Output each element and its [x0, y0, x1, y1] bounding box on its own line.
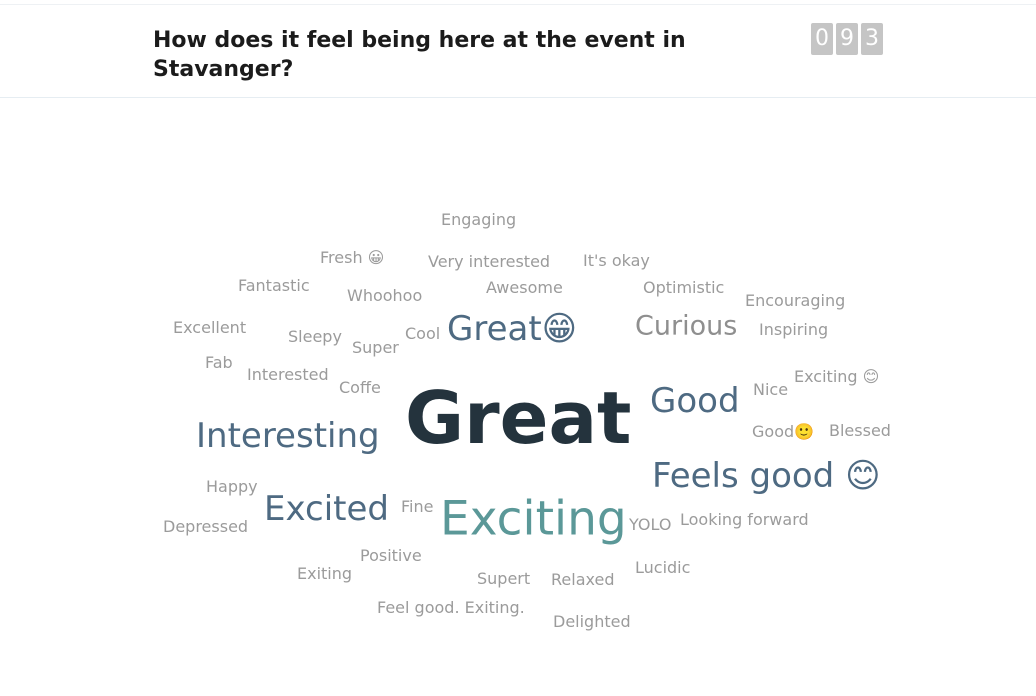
counter-digit: 3	[861, 23, 883, 55]
word: Engaging	[441, 210, 517, 229]
word: Feel good. Exiting.	[377, 598, 525, 617]
word: Depressed	[163, 517, 249, 536]
word: Happy	[206, 477, 258, 496]
word: Exiting	[297, 564, 353, 583]
word: Fresh 😀	[320, 248, 385, 267]
question-title: How does it feel being here at the event…	[153, 28, 686, 82]
word: Great😁	[447, 309, 578, 349]
word: Whoohoo	[347, 286, 423, 305]
word: Positive	[360, 546, 422, 565]
word: Fantastic	[238, 276, 310, 295]
word: It's okay	[583, 251, 650, 270]
word: Good🙂	[752, 422, 815, 441]
word: Excited	[264, 489, 389, 529]
top-divider	[0, 4, 1036, 5]
word: Delighted	[553, 612, 631, 631]
word: Fine	[401, 497, 434, 516]
word: Cool	[405, 324, 441, 343]
word: Awesome	[486, 278, 563, 297]
word: Optimistic	[643, 278, 725, 297]
word: Relaxed	[551, 570, 615, 589]
word: Feels good 😊	[652, 456, 881, 496]
word: Blessed	[829, 421, 891, 440]
word: Supert	[477, 569, 531, 588]
word: Interesting	[196, 416, 380, 456]
word: Very interested	[428, 252, 551, 271]
word: Sleepy	[288, 327, 342, 346]
word: Coffe	[339, 378, 381, 397]
response-counter: 0 9 3	[811, 23, 883, 55]
word: Exciting 😊	[794, 367, 880, 386]
word: Lucidic	[635, 558, 691, 577]
word: Excellent	[173, 318, 247, 337]
word: Interested	[247, 365, 329, 384]
word: Encouraging	[745, 291, 846, 310]
word: Exciting	[440, 491, 627, 547]
word: Curious	[635, 310, 738, 342]
word: Super	[352, 338, 399, 357]
word: Good	[650, 381, 740, 421]
counter-digit: 9	[836, 23, 858, 55]
word: YOLO	[629, 515, 672, 534]
word: Fab	[205, 353, 233, 372]
counter-digit: 0	[811, 23, 833, 55]
word: Looking forward	[680, 510, 809, 529]
word-top: Great	[405, 376, 632, 460]
question-header: How does it feel being here at the event…	[0, 5, 1036, 98]
word: Nice	[753, 380, 789, 399]
word: Inspiring	[759, 320, 829, 339]
